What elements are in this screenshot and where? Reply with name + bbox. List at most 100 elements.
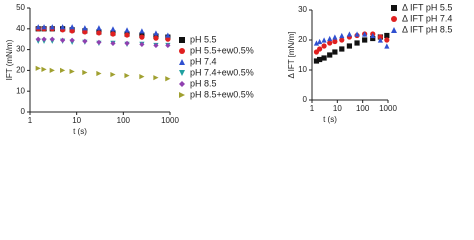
marker [153, 75, 159, 81]
legend: Δ IFT pH 5.5Δ IFT pH 7.4Δ IFT pH 8.5 [391, 2, 452, 34]
series [35, 65, 171, 82]
series [35, 24, 171, 38]
series [313, 31, 390, 49]
marker [354, 40, 360, 46]
marker [332, 38, 338, 45]
marker [321, 55, 327, 61]
y-tick-label: 30 [16, 45, 25, 54]
marker [391, 16, 397, 22]
y-tick-label: 30 [298, 5, 307, 14]
x-tick-label: 1000 [161, 116, 179, 125]
series [35, 26, 171, 40]
marker [370, 35, 376, 42]
series [35, 26, 171, 42]
marker [179, 37, 185, 43]
marker [384, 43, 390, 49]
series [35, 36, 171, 49]
marker [377, 34, 383, 40]
legend: pH 5.5pH 5.5+ew0.5%pH 7.4pH 7.4+ew0.5%pH… [179, 34, 254, 99]
marker [165, 32, 171, 38]
y-axis-label: Δ IFT [mN/m] [287, 32, 296, 79]
marker [179, 92, 185, 98]
marker [153, 30, 159, 36]
series [35, 38, 171, 49]
y-tick-label: 0 [21, 107, 26, 116]
marker [370, 32, 376, 39]
marker [110, 40, 116, 46]
legend-label: pH 8.5 [190, 78, 217, 88]
marker [110, 31, 116, 37]
legend-label: pH 8.5+ew0.5% [190, 89, 254, 99]
marker [153, 42, 159, 49]
marker [60, 67, 66, 73]
y-tick-label: 10 [16, 86, 25, 95]
marker [165, 36, 171, 42]
marker [96, 70, 102, 77]
marker [362, 31, 368, 37]
marker [49, 24, 55, 30]
marker [165, 76, 171, 82]
marker [82, 69, 88, 76]
chart: 0 10 20 30 40 50 1 10 100 1000 t (s) IFT (mN/m) pH 5… [5, 3, 254, 136]
marker [391, 5, 397, 11]
marker [124, 73, 130, 79]
marker [339, 32, 345, 39]
marker [313, 40, 320, 46]
marker [346, 31, 353, 37]
marker [41, 66, 47, 72]
marker [96, 25, 102, 31]
y-tick-label: 40 [16, 24, 25, 33]
marker [179, 81, 185, 87]
marker [332, 49, 338, 55]
marker [384, 32, 390, 39]
marker [96, 39, 102, 45]
y-tick-label: 20 [16, 66, 25, 75]
marker [317, 38, 323, 45]
y-tick-label: 50 [16, 3, 25, 12]
marker [82, 29, 88, 35]
marker [96, 30, 102, 36]
marker [384, 37, 390, 43]
marker [41, 36, 47, 42]
marker [124, 27, 130, 33]
marker [321, 37, 327, 43]
marker [82, 38, 88, 44]
marker [69, 37, 75, 43]
marker [339, 46, 345, 52]
marker [139, 41, 145, 47]
marker [165, 42, 171, 49]
legend-label: pH 7.4+ew0.5% [190, 67, 254, 77]
marker [49, 67, 55, 73]
legend-label: Δ IFT pH 5.5 [402, 2, 452, 12]
x-axis-label: t (s) [73, 127, 87, 136]
marker [35, 24, 41, 30]
marker [60, 24, 66, 30]
x-tick-label: 1 [28, 116, 33, 125]
marker [317, 56, 323, 63]
x-tick-label: 1000 [379, 104, 397, 113]
marker [69, 28, 75, 34]
marker [110, 71, 116, 78]
x-tick-label: 100 [117, 116, 131, 125]
marker [362, 37, 368, 43]
marker [179, 59, 185, 65]
series [313, 32, 390, 64]
chart: 0 10 20 30 1 10 100 1000 t (s) Δ IFT [mN/m] Δ IFT … [287, 2, 452, 124]
marker [35, 65, 41, 71]
marker [60, 37, 66, 43]
legend-label: Δ IFT pH 8.5 [402, 24, 452, 34]
marker [327, 35, 333, 42]
marker [327, 40, 333, 46]
marker [69, 24, 75, 30]
marker [377, 37, 383, 43]
marker [346, 43, 353, 49]
marker [139, 28, 145, 34]
marker [153, 35, 159, 41]
legend-label: pH 5.5+ew0.5% [190, 45, 254, 55]
marker [110, 26, 116, 32]
marker [41, 24, 47, 30]
x-axis-label: t (s) [323, 115, 337, 124]
x-tick-label: 100 [356, 104, 370, 113]
marker [69, 68, 75, 75]
marker [82, 25, 88, 31]
